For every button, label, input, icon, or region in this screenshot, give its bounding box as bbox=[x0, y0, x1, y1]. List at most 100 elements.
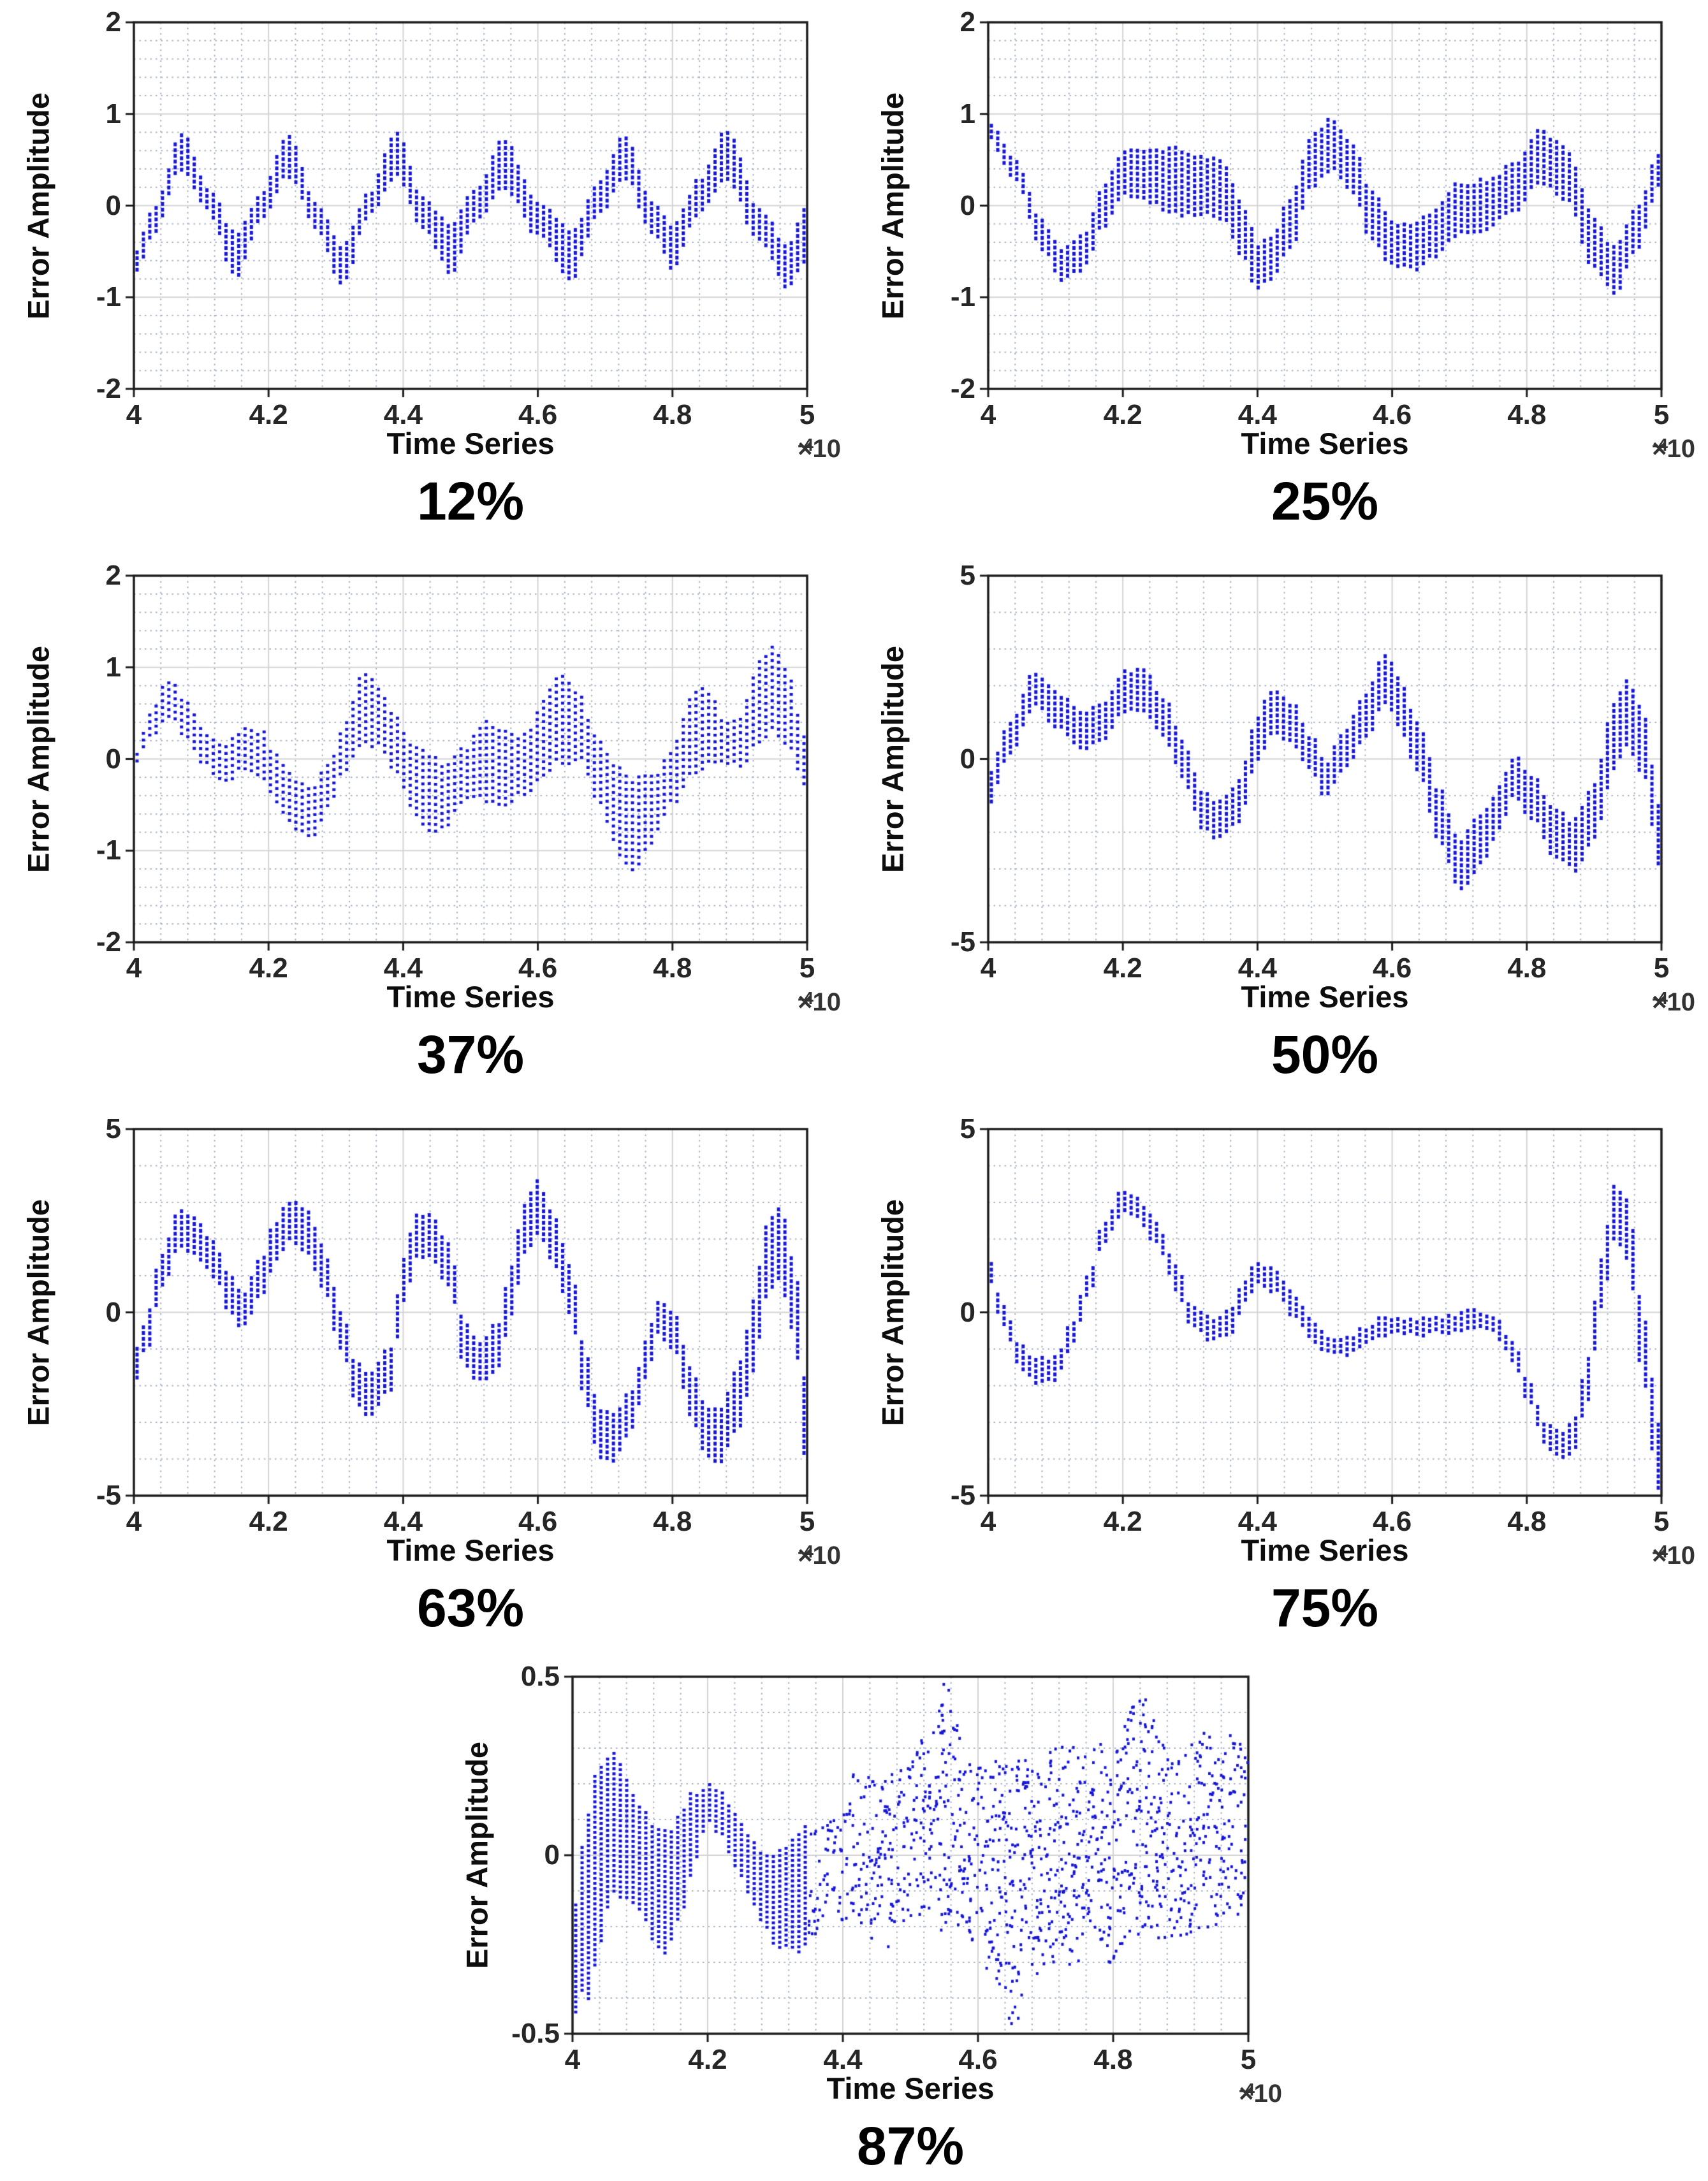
multiplier-base: ×10 bbox=[1652, 1542, 1695, 1570]
x-tick-label: 4.4 bbox=[383, 1506, 423, 1537]
plot-canvas bbox=[861, 0, 1702, 542]
x-tick-label: 4.6 bbox=[1373, 1506, 1412, 1537]
x-axis-multiplier: ×10 -4 bbox=[1239, 2080, 1282, 2111]
multiplier-base: ×10 bbox=[798, 1542, 841, 1570]
y-tick-label: -2 bbox=[950, 373, 975, 404]
multiplier-base: ×10 bbox=[1652, 435, 1695, 463]
x-tick-label: 4.8 bbox=[1507, 1506, 1547, 1537]
x-axis-label: Time Series bbox=[386, 1533, 555, 1567]
y-tick-label: -1 bbox=[96, 281, 121, 313]
x-tick-label: 4.8 bbox=[1507, 952, 1547, 984]
y-tick-label: 0 bbox=[105, 1296, 121, 1328]
x-tick-label: 4 bbox=[564, 2044, 581, 2075]
y-tick-label: 0 bbox=[960, 743, 975, 775]
x-axis-multiplier: ×10 -4 bbox=[798, 988, 841, 1019]
y-tick-label: -1 bbox=[950, 281, 975, 313]
y-tick-label: 1 bbox=[105, 651, 121, 683]
y-axis-label: Error Amplitude bbox=[21, 645, 55, 873]
x-tick-label: 4.2 bbox=[1103, 399, 1142, 430]
multiplier-exponent: -4 bbox=[1652, 988, 1668, 1008]
subplot-title: 87% bbox=[856, 2116, 965, 2176]
x-axis-label: Time Series bbox=[1241, 427, 1409, 460]
subplot-panel-3: Error Amplitude Time Series ×10 -4 50% 4 4… bbox=[861, 553, 1702, 1095]
y-tick-label: 5 bbox=[960, 1113, 975, 1144]
x-tick-label: 5 bbox=[1653, 399, 1670, 430]
x-tick-label: 4.8 bbox=[1093, 2044, 1133, 2075]
x-tick-label: 4.6 bbox=[1373, 952, 1412, 984]
y-tick-label: -5 bbox=[950, 926, 975, 958]
subplot-title: 50% bbox=[1271, 1025, 1379, 1084]
x-tick-label: 5 bbox=[799, 952, 815, 984]
plot-canvas bbox=[6, 553, 848, 1095]
y-tick-label: -5 bbox=[950, 1480, 975, 1511]
y-tick-label: 5 bbox=[960, 560, 975, 591]
x-tick-label: 4.6 bbox=[518, 1506, 558, 1537]
multiplier-exponent: -4 bbox=[798, 435, 814, 455]
subplot-title: 37% bbox=[416, 1025, 525, 1084]
multiplier-base: ×10 bbox=[1652, 988, 1695, 1016]
subplot-title: 25% bbox=[1271, 471, 1379, 531]
multiplier-exponent: -4 bbox=[1652, 1542, 1668, 1561]
x-axis-multiplier: ×10 -4 bbox=[1652, 1542, 1695, 1573]
x-axis-multiplier: ×10 -4 bbox=[1652, 435, 1695, 466]
y-tick-label: 1 bbox=[960, 98, 975, 129]
x-tick-label: 4 bbox=[980, 952, 996, 984]
multiplier-base: ×10 bbox=[1239, 2080, 1282, 2108]
y-tick-label: -0.5 bbox=[511, 2018, 560, 2049]
x-axis-multiplier: ×10 -4 bbox=[798, 1542, 841, 1573]
x-tick-label: 4 bbox=[980, 399, 996, 430]
x-tick-label: 5 bbox=[799, 1506, 815, 1537]
x-tick-label: 4.8 bbox=[653, 399, 692, 430]
y-tick-label: 0 bbox=[960, 1296, 975, 1328]
y-axis-label: Error Amplitude bbox=[21, 1199, 55, 1426]
y-tick-label: 0 bbox=[105, 189, 121, 221]
plot-canvas bbox=[6, 1107, 848, 1649]
x-tick-label: 4.2 bbox=[249, 1506, 288, 1537]
x-tick-label: 4.2 bbox=[249, 399, 288, 430]
multiplier-exponent: -4 bbox=[798, 988, 814, 1008]
y-tick-label: 0 bbox=[105, 743, 121, 775]
x-tick-label: 5 bbox=[1653, 1506, 1670, 1537]
y-axis-label: Error Amplitude bbox=[460, 1741, 494, 1969]
y-tick-label: 2 bbox=[960, 6, 975, 38]
multiplier-exponent: -4 bbox=[1652, 435, 1668, 455]
y-axis-label: Error Amplitude bbox=[875, 645, 910, 873]
x-tick-label: 4.4 bbox=[1237, 1506, 1277, 1537]
x-tick-label: 4.6 bbox=[518, 399, 558, 430]
x-axis-multiplier: ×10 -4 bbox=[798, 435, 841, 466]
y-tick-label: 5 bbox=[105, 1113, 121, 1144]
y-tick-label: -5 bbox=[96, 1480, 121, 1511]
y-tick-label: -2 bbox=[96, 926, 121, 958]
x-tick-label: 4.2 bbox=[249, 952, 288, 984]
subplot-panel-5: Error Amplitude Time Series ×10 -4 75% 4 4… bbox=[861, 1107, 1702, 1649]
x-tick-label: 4.2 bbox=[688, 2044, 727, 2075]
subplot-title: 12% bbox=[416, 471, 525, 531]
x-tick-label: 4.6 bbox=[1373, 399, 1412, 430]
x-tick-label: 4.4 bbox=[383, 952, 423, 984]
subplot-panel-1: Error Amplitude Time Series ×10 -4 25% 4 4… bbox=[861, 0, 1702, 542]
x-tick-label: 5 bbox=[1240, 2044, 1257, 2075]
plot-canvas bbox=[408, 1654, 1301, 2181]
x-tick-label: 4 bbox=[126, 952, 142, 984]
y-tick-label: 2 bbox=[105, 6, 121, 38]
plot-canvas bbox=[6, 0, 848, 542]
y-axis-label: Error Amplitude bbox=[21, 92, 55, 319]
multiplier-exponent: -4 bbox=[798, 1542, 814, 1561]
x-axis-label: Time Series bbox=[1241, 980, 1409, 1014]
x-tick-label: 4.4 bbox=[383, 399, 423, 430]
y-tick-label: 1 bbox=[105, 98, 121, 129]
x-tick-label: 4 bbox=[980, 1506, 996, 1537]
x-tick-label: 4.4 bbox=[1237, 952, 1277, 984]
x-tick-label: 5 bbox=[1653, 952, 1670, 984]
y-tick-label: 0 bbox=[544, 1839, 560, 1871]
y-tick-label: 0 bbox=[960, 189, 975, 221]
y-tick-label: 2 bbox=[105, 560, 121, 591]
x-tick-label: 4.4 bbox=[823, 2044, 863, 2075]
subplot-title: 63% bbox=[416, 1578, 525, 1638]
subplot-panel-2: Error Amplitude Time Series ×10 -4 37% 4 4… bbox=[6, 553, 848, 1095]
plot-canvas bbox=[861, 1107, 1702, 1649]
x-tick-label: 4.2 bbox=[1103, 952, 1142, 984]
x-tick-label: 4.6 bbox=[518, 952, 558, 984]
subplot-title: 75% bbox=[1271, 1578, 1379, 1638]
y-axis-label: Error Amplitude bbox=[875, 92, 910, 319]
